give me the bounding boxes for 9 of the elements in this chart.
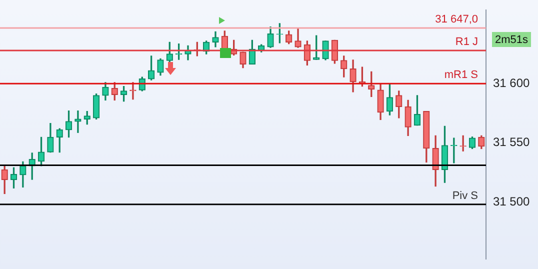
y-tick-label: 31 500	[493, 194, 530, 208]
ref-line-label: R1 J	[455, 36, 478, 48]
ref-line-label: mR1 S	[444, 69, 478, 82]
text: 2m51s	[495, 34, 529, 46]
y-tick-label: 31 600	[493, 76, 530, 90]
ref-line-label: Piv S	[452, 190, 478, 202]
ref-line-label: 31 647,0	[435, 13, 478, 26]
y-tick-label: 31 550	[493, 135, 530, 150]
candlestick	[74, 110, 82, 133]
